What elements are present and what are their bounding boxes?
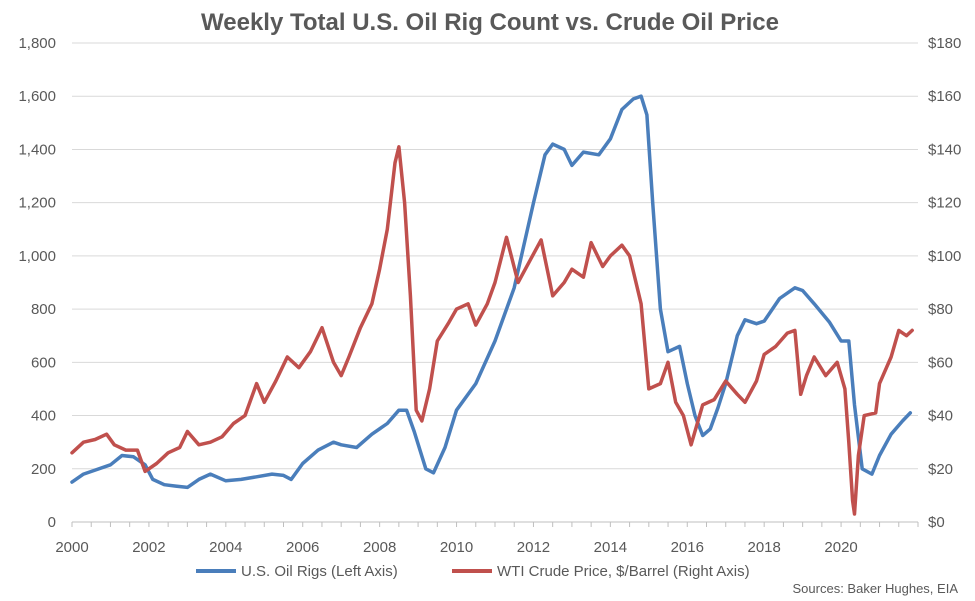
source-note: Sources: Baker Hughes, EIA [793,581,959,596]
left-tick-label: 1,200 [18,195,56,212]
x-tick-label: 2000 [55,539,88,556]
legend: U.S. Oil Rigs (Left Axis) WTI Crude Pric… [196,563,750,580]
left-tick-label: 1,400 [18,141,56,158]
left-tick-label: 400 [31,408,56,425]
x-tick-label: 2020 [824,539,857,556]
left-tick-label: 600 [31,354,56,371]
x-tick-label: 2014 [594,539,627,556]
series-line-oil-rigs [70,94,913,490]
x-tick-label: 2010 [440,539,473,556]
left-tick-label: 200 [31,461,56,478]
x-tick-label: 2008 [363,539,396,556]
x-axis: 2000 2002 2004 2006 2008 2010 2012 2014 2016 2018… [55,522,919,556]
right-tick-label: $180 [928,35,961,52]
left-tick-label: 800 [31,301,56,318]
right-tick-label: $40 [928,408,953,425]
gridlines [72,42,918,470]
right-tick-label: $160 [928,88,961,105]
right-tick-label: $120 [928,195,961,212]
right-tick-label: $20 [928,461,953,478]
right-tick-label: $80 [928,301,953,318]
right-tick-label: $100 [928,248,961,265]
x-tick-label: 2016 [671,539,704,556]
x-tick-label: 2018 [747,539,780,556]
right-tick-label: $60 [928,354,953,371]
chart-title: Weekly Total U.S. Oil Rig Count vs. Crud… [201,9,779,36]
legend-label-wti: WTI Crude Price, $/Barrel (Right Axis) [497,563,750,580]
series-layer [70,94,914,516]
x-tick-label: 2002 [132,539,165,556]
x-tick-label: 2012 [517,539,550,556]
legend-label-rigs: U.S. Oil Rigs (Left Axis) [241,563,398,580]
left-tick-label: 1,600 [18,88,56,105]
right-axis: $0 $20 $40 $60 $80 $100 $120 $140 $160 $180 [928,35,961,531]
series-line-wti-price [70,145,914,516]
left-tick-label: 0 [48,514,56,531]
right-tick-label: $0 [928,514,945,531]
x-tick-label: 2006 [286,539,319,556]
right-tick-label: $140 [928,141,961,158]
left-axis: 0 200 400 600 800 1,000 1,200 1,400 1,600 1,800 [18,35,56,531]
left-tick-label: 1,800 [18,35,56,52]
left-tick-label: 1,000 [18,248,56,265]
x-tick-label: 2004 [209,539,242,556]
